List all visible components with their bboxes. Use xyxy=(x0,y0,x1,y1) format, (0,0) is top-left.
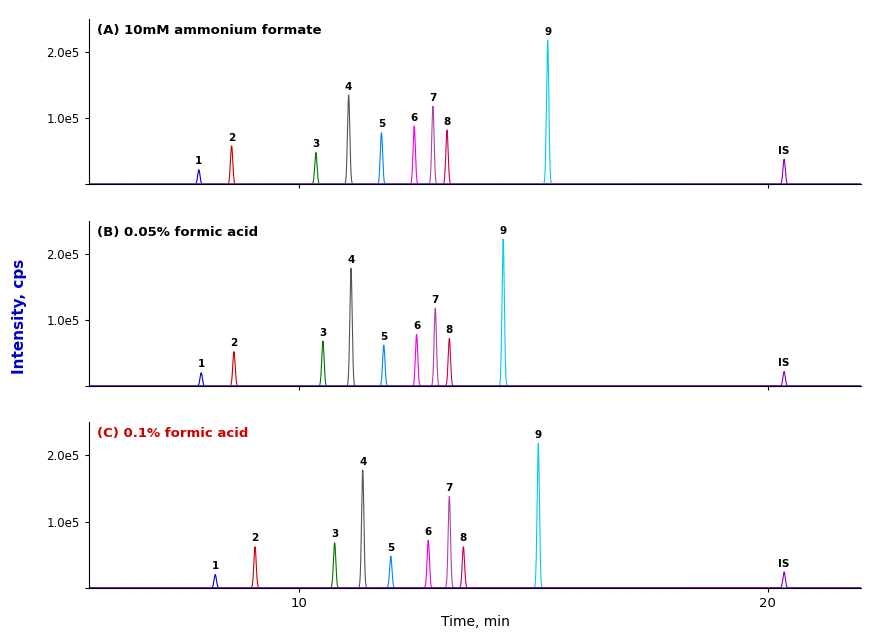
Text: 9: 9 xyxy=(535,430,542,441)
Text: 8: 8 xyxy=(443,117,450,127)
Text: 9: 9 xyxy=(500,226,507,236)
Text: 1: 1 xyxy=(211,561,218,571)
Text: 1: 1 xyxy=(195,157,202,166)
Text: 6: 6 xyxy=(424,527,432,537)
Text: Intensity, cps: Intensity, cps xyxy=(12,258,27,374)
Text: 3: 3 xyxy=(313,139,320,149)
Text: 7: 7 xyxy=(432,295,439,305)
Text: (A) 10mM ammonium formate: (A) 10mM ammonium formate xyxy=(97,24,321,37)
Text: 8: 8 xyxy=(446,325,453,335)
Text: 7: 7 xyxy=(446,483,453,493)
Text: 2: 2 xyxy=(251,533,258,544)
Text: 3: 3 xyxy=(331,530,338,540)
Text: 5: 5 xyxy=(380,332,387,342)
Text: 6: 6 xyxy=(410,112,418,123)
Text: 2: 2 xyxy=(228,133,235,143)
Text: IS: IS xyxy=(779,146,789,156)
Text: 7: 7 xyxy=(429,93,437,103)
Text: 1: 1 xyxy=(197,360,205,370)
Text: (B) 0.05% formic acid: (B) 0.05% formic acid xyxy=(97,226,258,239)
Text: 4: 4 xyxy=(345,82,353,92)
Text: 8: 8 xyxy=(460,533,467,544)
Text: 6: 6 xyxy=(413,321,420,331)
Text: 5: 5 xyxy=(377,119,385,130)
Text: 9: 9 xyxy=(544,27,551,37)
Text: 3: 3 xyxy=(320,328,327,337)
Text: (C) 0.1% formic acid: (C) 0.1% formic acid xyxy=(97,427,248,441)
Text: IS: IS xyxy=(779,559,789,569)
Text: 5: 5 xyxy=(387,543,394,553)
X-axis label: Time, min: Time, min xyxy=(440,616,510,629)
Text: IS: IS xyxy=(779,358,789,368)
Text: 2: 2 xyxy=(230,338,238,348)
Text: 4: 4 xyxy=(359,457,367,466)
Text: 4: 4 xyxy=(347,255,354,265)
